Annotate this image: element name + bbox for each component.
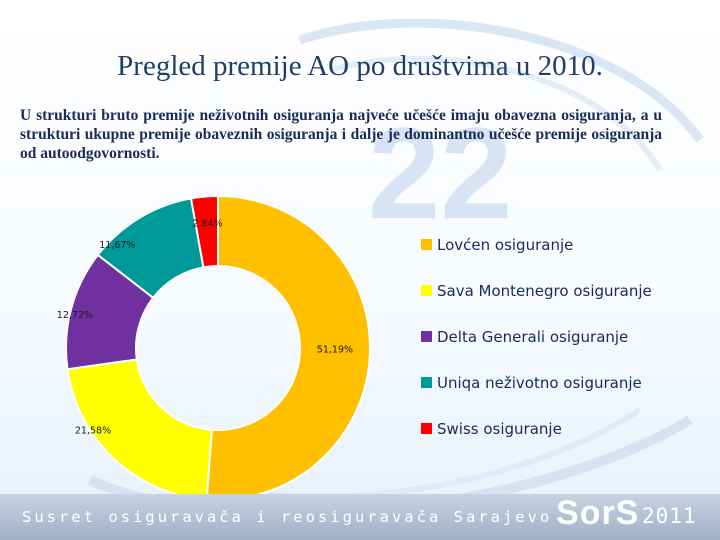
legend-label-1: Sava Montenegro osiguranje: [437, 282, 652, 300]
legend-label-0: Lovćen osiguranje: [437, 236, 573, 254]
slice-label-0: 51,19%: [317, 344, 353, 355]
slice-1: [66, 358, 213, 501]
legend-swatch-4: [421, 423, 432, 434]
legend-label-4: Swiss osiguranje: [437, 420, 562, 438]
legend-swatch-1: [421, 285, 432, 296]
legend-swatch-2: [421, 331, 432, 342]
watermark-number: 22: [368, 100, 513, 246]
footer-year: 2011: [642, 504, 697, 528]
legend-label-2: Delta Generali osiguranje: [437, 328, 628, 346]
slice-label-3: 11,67%: [99, 240, 135, 251]
footer-bar: [0, 494, 720, 540]
slice-label-4: 2,84%: [192, 218, 222, 229]
intro-paragraph: U strukturi bruto premije neživotnih osi…: [20, 107, 662, 162]
slice-label-1: 21,58%: [75, 425, 111, 436]
legend-label-3: Uniqa neživotno osiguranje: [437, 374, 642, 392]
slice-label-2: 12,72%: [57, 310, 93, 321]
legend-swatch-0: [421, 239, 432, 250]
slice-4: [189, 194, 219, 269]
footer-text: Susret osiguravača i reosiguravača Saraj…: [22, 508, 553, 526]
page-title: Pregled premije AO po društvima u 2010.: [117, 50, 603, 82]
legend-swatch-3: [421, 377, 432, 388]
sors-logo: SorS: [556, 494, 640, 532]
